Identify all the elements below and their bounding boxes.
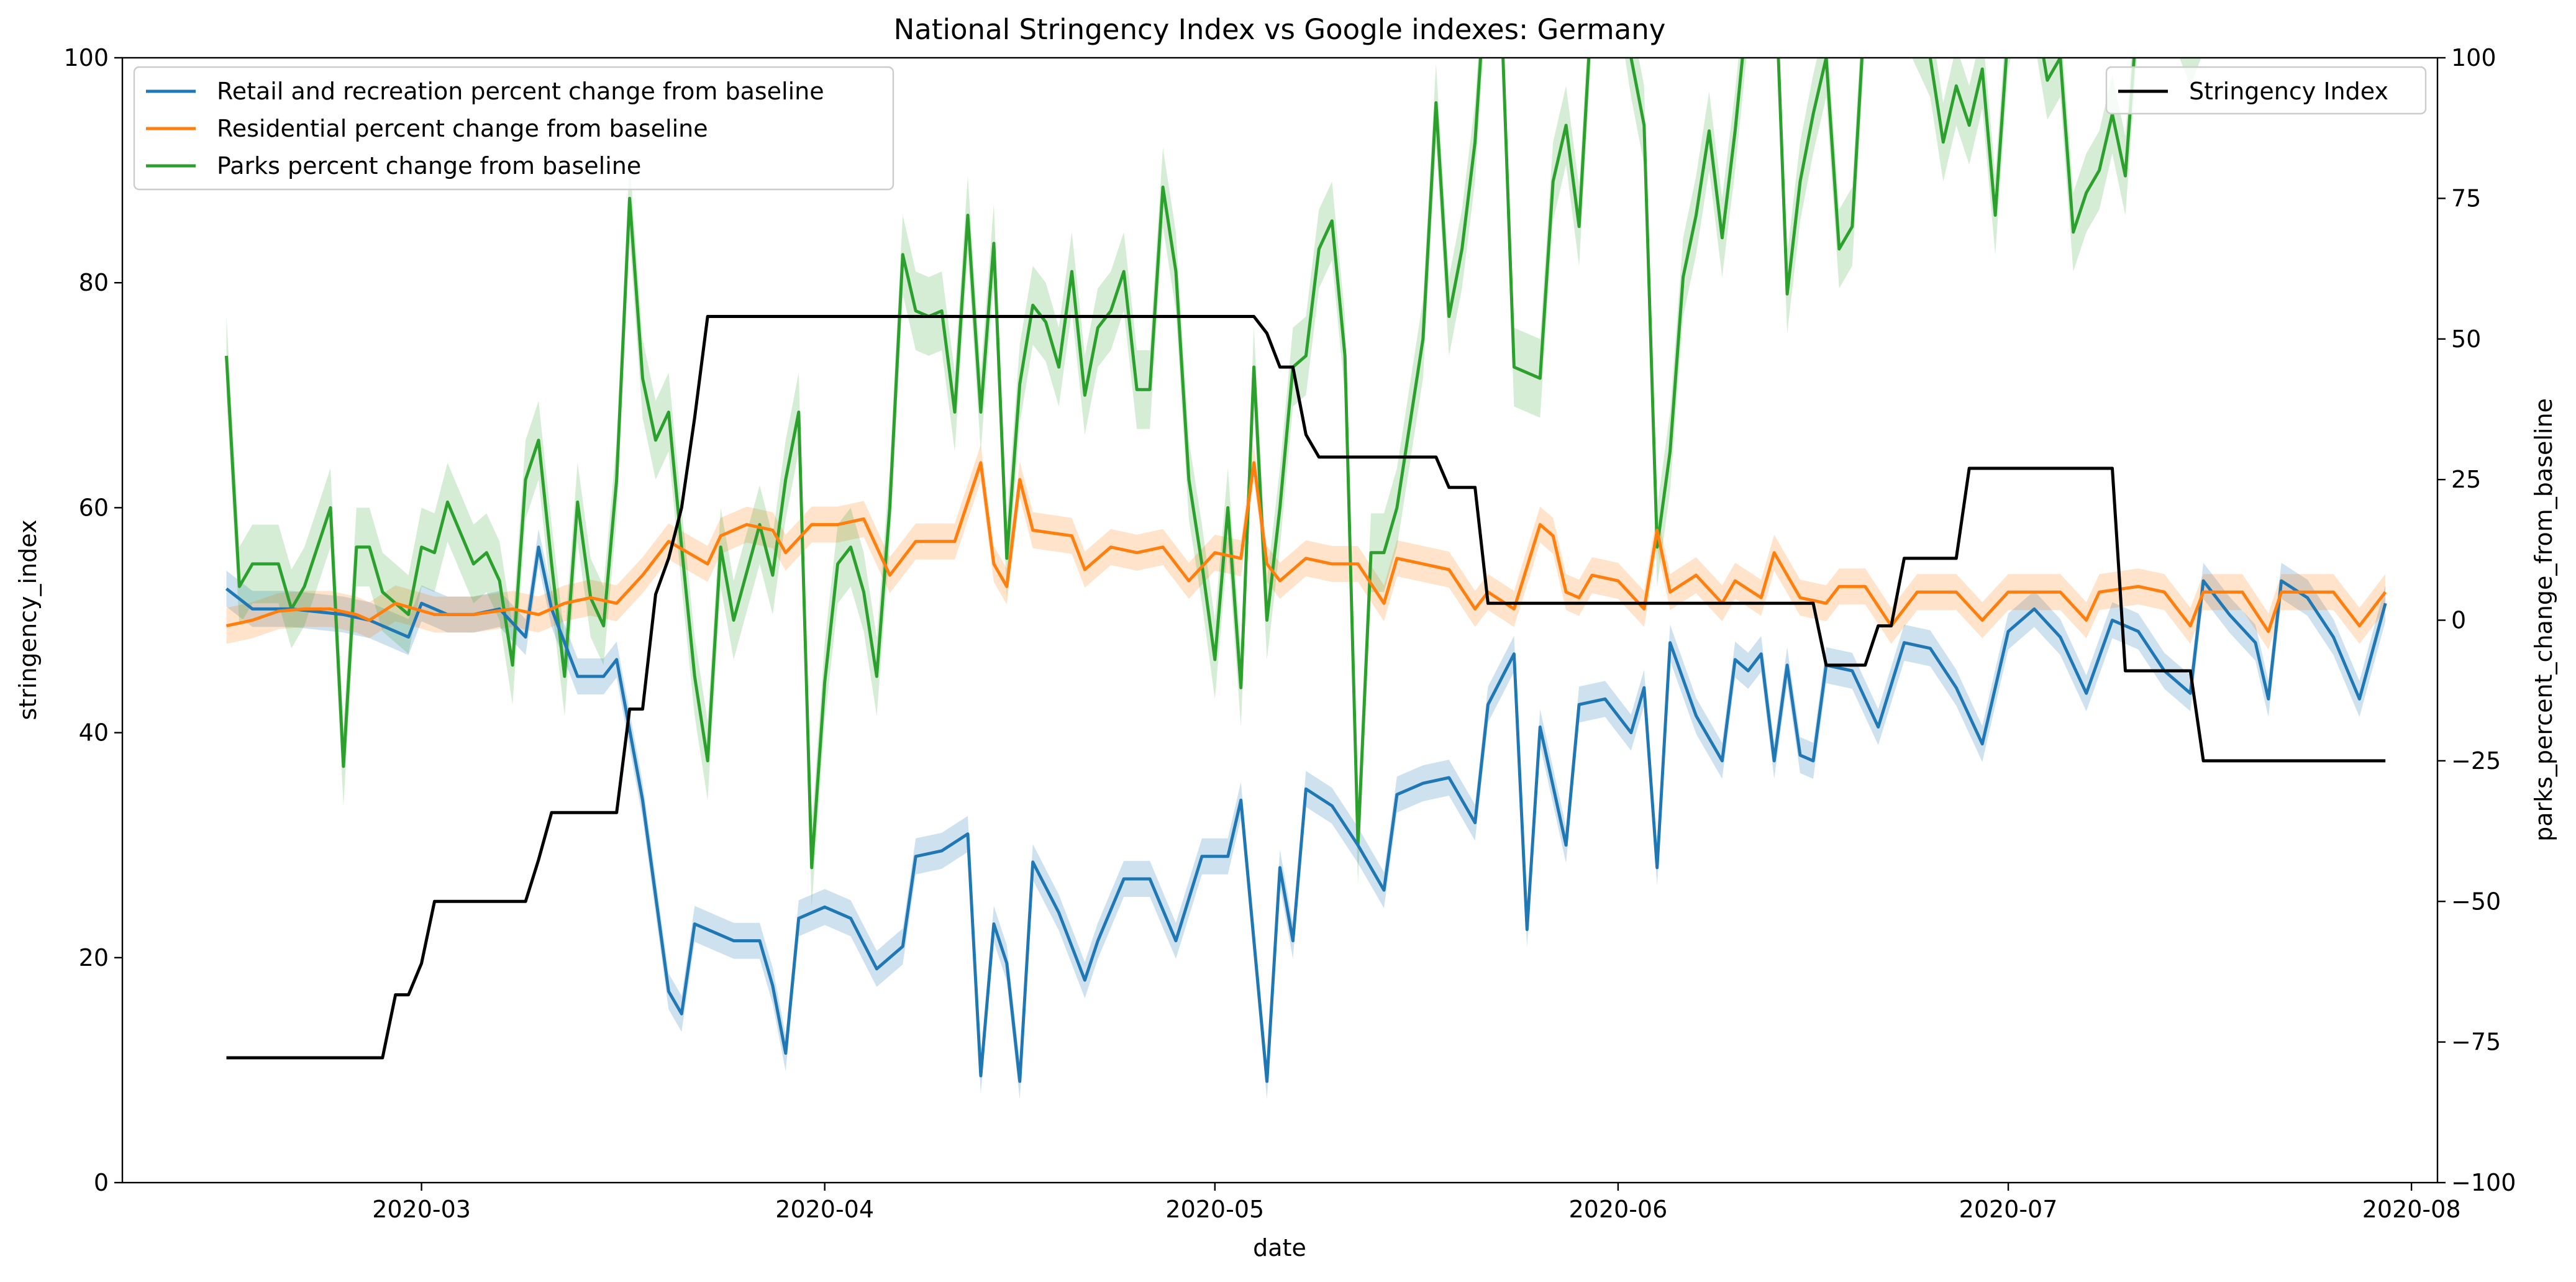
legend-label-stringency: Stringency Index xyxy=(2189,78,2388,105)
y-axis-label-right: parks_percent_change_from_baseline xyxy=(2530,398,2557,842)
y-axis-label-left: stringency_index xyxy=(14,520,42,721)
y-right-tick-label-50: 50 xyxy=(2451,325,2481,353)
y-right-tick-label-75: 75 xyxy=(2451,184,2481,212)
x-tick-label-2020-08: 2020-08 xyxy=(2362,1196,2461,1223)
y-right-tick-label-100: 100 xyxy=(2451,44,2496,71)
y-left-tick-label-40: 40 xyxy=(79,719,109,747)
x-tick-label-2020-05: 2020-05 xyxy=(1165,1196,1264,1223)
x-tick-label-2020-03: 2020-03 xyxy=(372,1196,471,1223)
x-tick-label-2020-06: 2020-06 xyxy=(1569,1196,1668,1223)
band-retail-and-recreation-percent-change-from-baseline xyxy=(226,529,2386,1099)
x-tick-label-2020-04: 2020-04 xyxy=(775,1196,874,1223)
axes: 2020-03 2020-04 2020-05 2020-06 2020-07 2020-… xyxy=(63,44,2516,1223)
y-right-tick-label--25: −25 xyxy=(2451,747,2501,775)
x-tick-label-2020-07: 2020-07 xyxy=(1959,1196,2058,1223)
y-left-tick-label-0: 0 xyxy=(94,1169,109,1196)
legend-label-parks: Parks percent change from baseline xyxy=(217,152,641,180)
line-retail-and-recreation-percent-change-from-baseline xyxy=(225,545,2387,1083)
line-residential-percent-change-from-baseline xyxy=(225,461,2387,634)
legend-left-frame xyxy=(133,66,894,191)
y-left-tick-label-100: 100 xyxy=(63,44,109,71)
x-axis-label: date xyxy=(1253,1234,1306,1262)
band-residential-percent-change-from-baseline xyxy=(226,445,2386,650)
legend-right-frame xyxy=(2105,66,2427,115)
confidence-bands xyxy=(226,58,2386,1099)
legend-right: Stringency Index xyxy=(2105,66,2427,115)
y-right-tick-label--75: −75 xyxy=(2451,1029,2501,1056)
y-left-tick-label-60: 60 xyxy=(79,494,109,521)
chart-title: National Stringency Index vs Google inde… xyxy=(894,13,1666,46)
y-right-tick-label--50: −50 xyxy=(2451,888,2501,915)
y-right-tick-label--100: −100 xyxy=(2451,1169,2516,1196)
series-lines xyxy=(225,58,2387,1083)
legend-label-retail: Retail and recreation percent change fro… xyxy=(217,78,824,105)
legend-label-residential: Residential percent change from baseline xyxy=(217,115,708,142)
line-stringency-index xyxy=(226,315,2386,1060)
line-parks-percent-change-from-baseline xyxy=(225,58,2136,870)
y-right-tick-label-25: 25 xyxy=(2451,466,2481,493)
y-left-tick-label-20: 20 xyxy=(79,944,109,971)
y-left-tick-label-80: 80 xyxy=(79,269,109,296)
legend-left: Retail and recreation percent change fro… xyxy=(133,66,894,191)
y-right-tick-label-0: 0 xyxy=(2451,607,2466,634)
